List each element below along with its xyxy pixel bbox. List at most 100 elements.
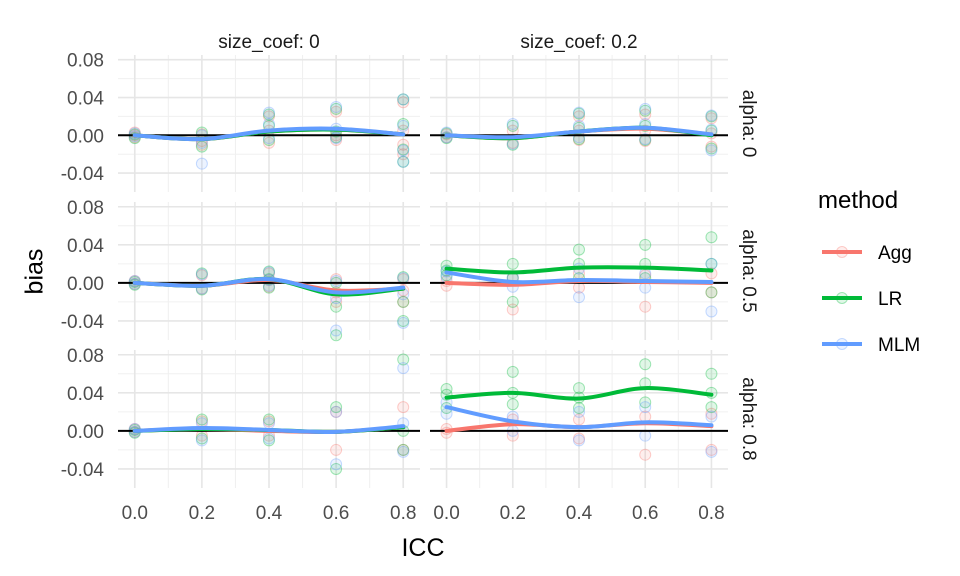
- data-point-mlm: [506, 117, 519, 130]
- y-tick-label: -0.04: [61, 164, 105, 185]
- data-point-lr: [397, 155, 410, 168]
- x-tick-label: 0.2: [189, 503, 215, 524]
- y-tick-label: 0.04: [67, 384, 104, 405]
- data-point-lr: [397, 93, 410, 106]
- data-point-lr: [397, 443, 410, 456]
- y-tick-label: 0.04: [67, 236, 104, 257]
- smooth-line-mlm: [132, 424, 406, 434]
- x-tick-label: 0.0: [122, 503, 148, 524]
- data-point-agg: [330, 273, 343, 286]
- data-point-mlm: [705, 109, 718, 122]
- data-point-mlm: [330, 458, 343, 471]
- data-point-agg: [263, 136, 275, 149]
- data-point-lr: [506, 365, 519, 378]
- x-tick-label: 0.0: [433, 503, 459, 524]
- panel-r2-c0: [118, 350, 420, 488]
- data-point-lr: [440, 383, 453, 396]
- data-point-lr: [263, 434, 275, 447]
- data-point-agg: [397, 443, 410, 456]
- data-point-mlm: [397, 155, 410, 168]
- legend-item-agg: Agg: [822, 243, 912, 264]
- data-point-lr: [705, 401, 718, 414]
- y-tick-label: 0.08: [67, 346, 104, 367]
- data-point-lr: [573, 382, 585, 395]
- data-point-mlm: [330, 405, 343, 418]
- facet-strip-row: alpha: 0.8: [738, 377, 759, 460]
- data-point-mlm: [705, 410, 718, 423]
- x-tick-label: 0.2: [500, 503, 526, 524]
- data-point-lr: [573, 243, 585, 256]
- data-point-lr: [639, 396, 652, 409]
- facet-strip-column: size_coef: 0: [218, 32, 319, 53]
- data-point-agg: [639, 300, 652, 313]
- data-point-mlm: [263, 417, 275, 430]
- data-point-lr: [573, 133, 585, 146]
- data-point-lr: [263, 108, 275, 121]
- data-point-lr: [195, 267, 208, 280]
- data-point-lr: [330, 401, 343, 414]
- data-point-lr: [506, 398, 519, 411]
- smooth-line-lr: [444, 386, 714, 401]
- data-point-mlm: [330, 324, 343, 337]
- data-point-mlm: [639, 401, 652, 414]
- y-tick-label: -0.04: [61, 460, 105, 481]
- data-point-mlm: [263, 106, 275, 119]
- y-tick-label: 0.08: [67, 198, 104, 219]
- data-point-mlm: [705, 144, 718, 157]
- legend-item-mlm: MLM: [822, 335, 920, 356]
- data-point-lr: [330, 300, 343, 313]
- data-point-agg: [397, 273, 410, 286]
- data-point-agg: [330, 405, 343, 418]
- data-point-agg: [705, 286, 718, 299]
- data-point-lr: [397, 295, 410, 308]
- x-tick-label: 0.8: [390, 503, 416, 524]
- facet-strip-column: size_coef: 0.2: [520, 32, 637, 53]
- data-point-lr: [195, 413, 208, 426]
- data-point-lr: [506, 257, 519, 270]
- data-point-mlm: [263, 132, 275, 145]
- data-point-agg: [330, 443, 343, 456]
- data-point-mlm: [639, 102, 652, 115]
- y-tick-label: 0.00: [67, 274, 104, 295]
- data-point-mlm: [573, 106, 585, 119]
- legend-label: MLM: [878, 335, 920, 356]
- y-axis-title: bias: [21, 249, 49, 295]
- data-point-agg: [639, 448, 652, 461]
- data-point-mlm: [195, 268, 208, 281]
- data-point-agg: [263, 110, 275, 123]
- data-point-lr: [573, 107, 585, 120]
- data-point-lr: [330, 102, 343, 115]
- data-point-agg: [397, 96, 410, 109]
- data-point-agg: [705, 112, 718, 125]
- data-point-mlm: [705, 445, 718, 458]
- data-point-lr: [397, 353, 410, 366]
- data-point-lr: [639, 104, 652, 117]
- data-point-mlm: [330, 274, 343, 287]
- data-point-agg: [705, 443, 718, 456]
- smooth-line-mlm: [132, 277, 406, 295]
- y-tick-label: -0.04: [61, 312, 105, 333]
- data-point-mlm: [573, 291, 585, 304]
- panel-r1-c1: [430, 202, 728, 340]
- panels-layer: [118, 55, 728, 488]
- data-point-mlm: [263, 432, 275, 445]
- data-point-mlm: [195, 434, 208, 447]
- axes-layer: size_coef: 0 size_coef: 0.2 alpha: 0 alpha:…: [21, 32, 759, 562]
- data-point-lr: [705, 367, 718, 380]
- smooth-line-mlm: [444, 125, 714, 140]
- data-point-mlm: [330, 132, 343, 145]
- legend-label: LR: [878, 289, 902, 310]
- data-point-mlm: [397, 119, 410, 132]
- data-point-mlm: [263, 117, 275, 130]
- facet-strip-row: alpha: 0.5: [738, 229, 759, 312]
- y-tick-label: 0.00: [67, 422, 104, 443]
- panel-r2-c1: [430, 350, 728, 488]
- data-point-agg: [573, 110, 585, 123]
- data-point-mlm: [330, 100, 343, 113]
- x-tick-label: 0.8: [698, 503, 724, 524]
- data-point-lr: [397, 314, 410, 327]
- data-point-mlm: [573, 434, 585, 447]
- y-tick-label: 0.08: [67, 51, 104, 72]
- data-point-lr: [506, 119, 519, 132]
- data-point-agg: [705, 140, 718, 153]
